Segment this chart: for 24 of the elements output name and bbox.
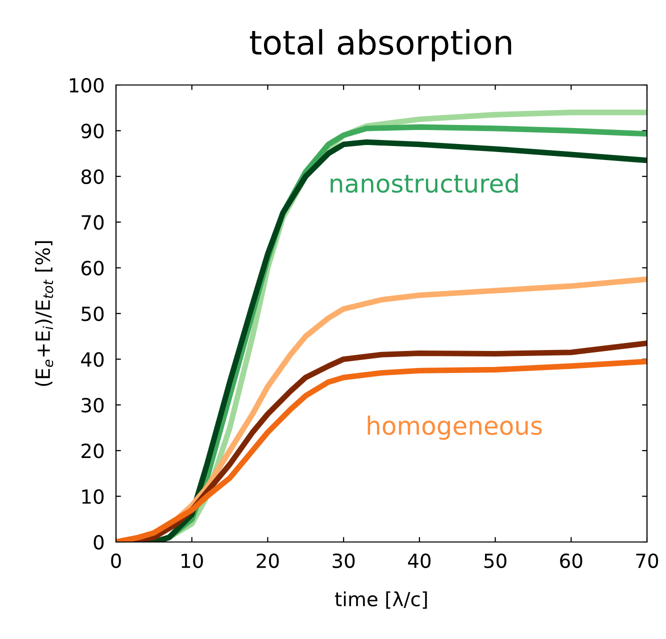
x-tick-label: 70 — [636, 553, 658, 568]
x-tick-label: 30 — [332, 553, 355, 568]
y-tick-label: 0 — [94, 534, 104, 550]
y-tick-label: 90 — [81, 124, 104, 138]
y-tick-label: 30 — [82, 398, 104, 413]
y-tick-label: 40 — [81, 352, 104, 367]
y-axis-title: (E$_{e}$+E$_{i}$)/E$_{tot}$ [%] — [35, 241, 54, 386]
y-tick-label: 70 — [82, 215, 104, 230]
x-tick-label: 0 — [111, 553, 121, 568]
chart-title: total absorption — [250, 29, 512, 62]
x-tick-label: 50 — [484, 553, 506, 568]
annotation: homogeneous — [368, 416, 542, 440]
annotation: nanostructured — [330, 173, 518, 193]
y-tick-label: 10 — [82, 489, 104, 504]
y-tick-label: 50 — [82, 306, 104, 322]
y-tick-label: 20 — [82, 444, 104, 458]
x-axis-title: time [λ/c] — [335, 591, 427, 609]
x-tick-label: 10 — [182, 553, 203, 568]
x-tick-label: 60 — [560, 553, 582, 568]
y-tick-label: 60 — [82, 260, 104, 276]
y-tick-label: 100 — [70, 78, 104, 93]
x-tick-label: 40 — [408, 553, 431, 568]
x-tick-label: 20 — [256, 553, 279, 568]
y-tick-label: 80 — [81, 169, 104, 184]
